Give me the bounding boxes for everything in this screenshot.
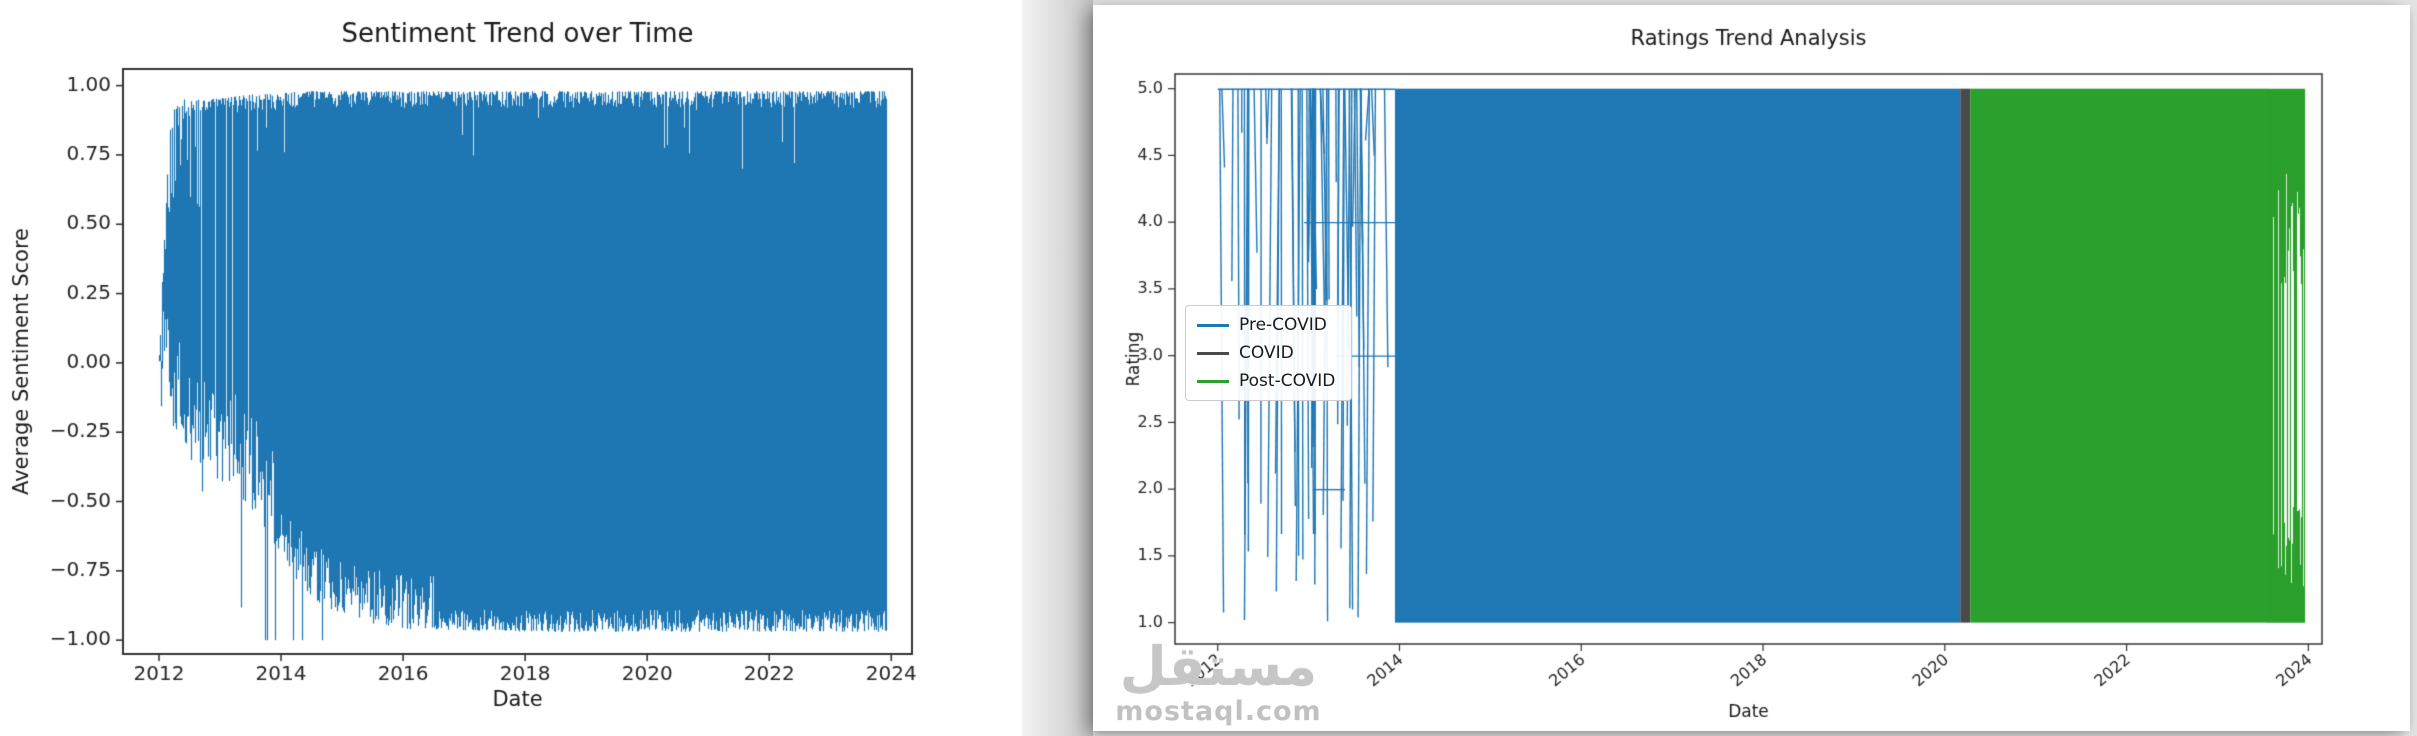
legend-label-post-covid: Post-COVID: [1239, 371, 1336, 391]
legend-label-pre-covid: Pre-COVID: [1239, 315, 1327, 335]
ratings-chart-panel: Pre-COVID COVID Post-COVID مستقل mostaql…: [1093, 5, 2410, 731]
legend-item-pre-covid: Pre-COVID: [1197, 315, 1335, 335]
sentiment-chart-panel: [0, 0, 1022, 736]
post-covid-line-swatch: [1197, 379, 1229, 383]
legend-item-covid: COVID: [1197, 343, 1335, 363]
panel-divider: [1022, 0, 1093, 736]
pre-covid-line-swatch: [1197, 323, 1229, 327]
covid-line-swatch: [1197, 351, 1229, 355]
legend: Pre-COVID COVID Post-COVID: [1185, 305, 1353, 401]
legend-label-covid: COVID: [1239, 343, 1294, 363]
legend-item-post-covid: Post-COVID: [1197, 371, 1335, 391]
sentiment-chart-canvas: [0, 0, 1022, 736]
